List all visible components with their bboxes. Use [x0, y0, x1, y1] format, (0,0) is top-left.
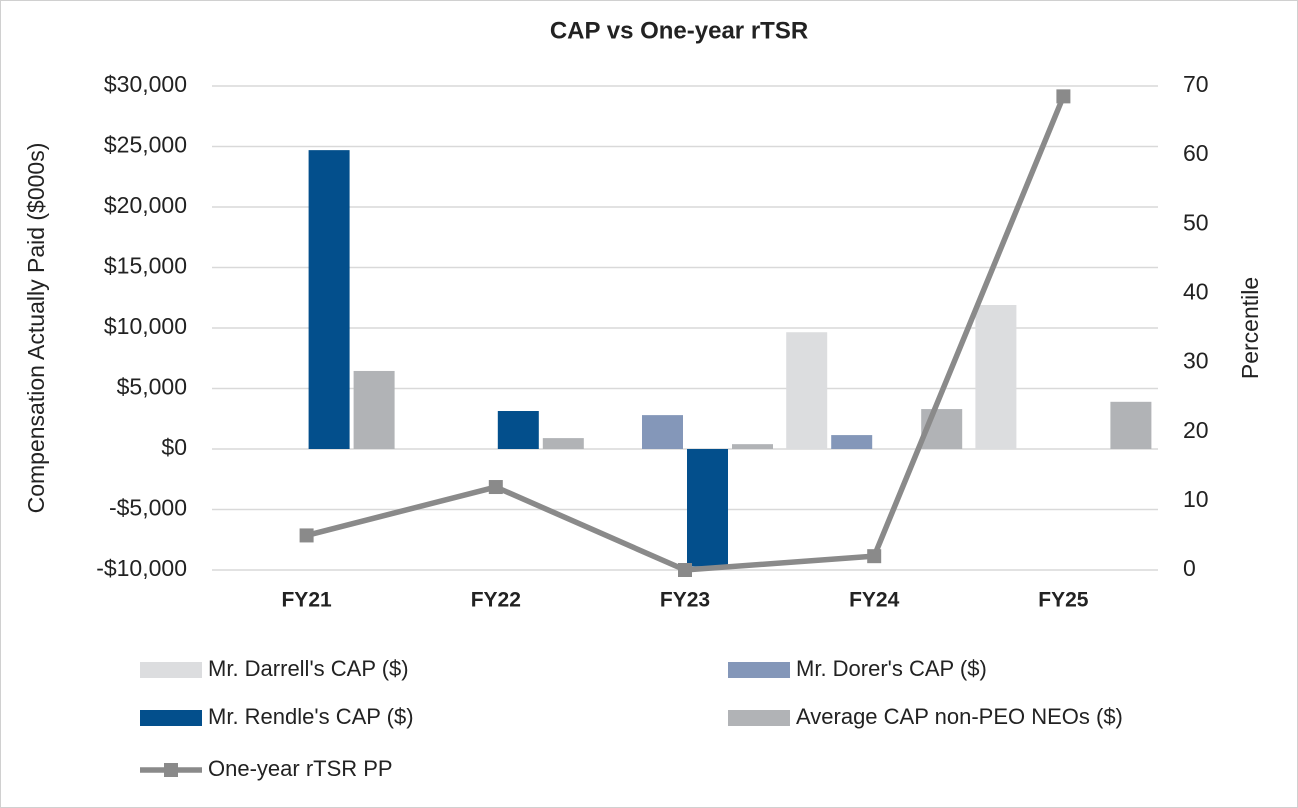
x-tick-label: FY25: [1038, 589, 1089, 612]
y2-tick-label: 30: [1183, 348, 1209, 374]
x-tick-label: FY21: [281, 589, 332, 612]
bar: [542, 438, 584, 449]
legend-swatch: [728, 710, 790, 726]
y-tick-label: $25,000: [104, 132, 187, 158]
line-marker: [678, 563, 692, 577]
y-tick-label: $5,000: [117, 374, 187, 400]
x-tick-label: FY24: [849, 589, 900, 612]
y-axis-title: Compensation Actually Paid ($000s): [23, 143, 49, 514]
bar: [308, 150, 350, 449]
y2-tick-label: 20: [1183, 417, 1209, 443]
bar: [687, 449, 728, 567]
legend-swatch: [164, 763, 178, 777]
y2-tick-label: 10: [1183, 486, 1209, 512]
legend-label: One-year rTSR PP: [208, 756, 393, 781]
bar: [975, 305, 1017, 449]
bar: [831, 435, 873, 449]
y2-tick-label: 50: [1183, 209, 1209, 235]
bar: [353, 370, 395, 449]
chart-title: CAP vs One-year rTSR: [550, 17, 808, 44]
line-marker: [867, 549, 882, 564]
x-tick-label: FY23: [660, 589, 710, 612]
legend-swatch: [728, 662, 790, 678]
y2-tick-label: 40: [1183, 279, 1209, 305]
bar: [732, 444, 773, 449]
y2-tick-label: 60: [1183, 140, 1209, 166]
bar: [497, 411, 539, 449]
legend-swatch: [140, 662, 202, 678]
y2-axis-title: Percentile: [1237, 277, 1263, 379]
y2-tick-label: 70: [1183, 71, 1209, 97]
y-tick-label: $30,000: [104, 71, 187, 97]
y2-tick-label: 0: [1183, 555, 1196, 581]
y-tick-label: $10,000: [104, 313, 187, 339]
y-tick-label: $0: [161, 434, 187, 460]
legend-label: Average CAP non-PEO NEOs ($): [796, 704, 1123, 729]
y-tick-label: -$10,000: [96, 555, 187, 581]
legend-swatch: [140, 710, 202, 726]
bar: [1110, 401, 1152, 449]
legend-label: Mr. Rendle's CAP ($): [208, 704, 414, 729]
bar: [786, 332, 828, 449]
bar: [642, 415, 683, 449]
y-tick-label: -$5,000: [109, 495, 187, 521]
line-marker: [488, 480, 503, 495]
y-tick-label: $15,000: [104, 253, 187, 279]
legend-label: Mr. Dorer's CAP ($): [796, 656, 987, 681]
legend-label: Mr. Darrell's CAP ($): [208, 656, 409, 681]
line-marker: [299, 528, 314, 543]
x-tick-label: FY22: [471, 589, 521, 612]
line-marker: [1056, 89, 1071, 104]
y-tick-label: $20,000: [104, 192, 187, 218]
